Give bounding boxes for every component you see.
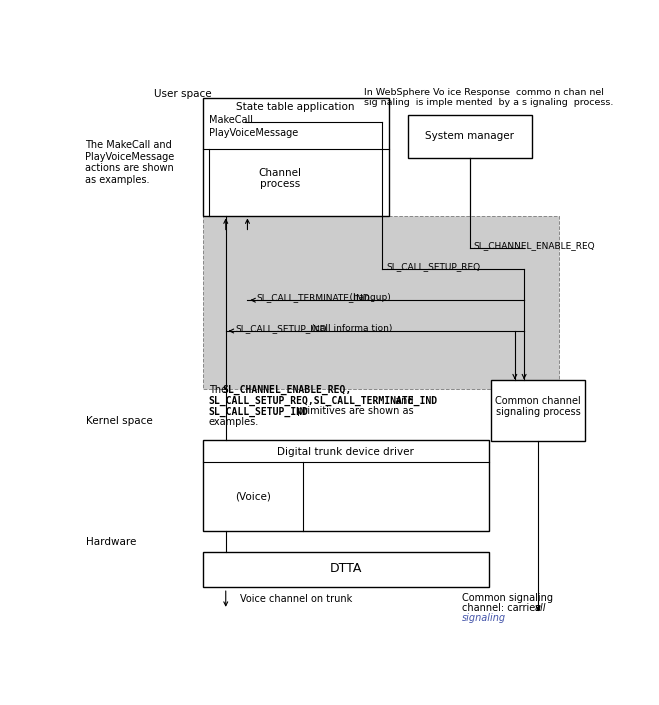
Text: Channel
process: Channel process (258, 168, 302, 190)
Text: signaling: signaling (462, 613, 506, 623)
Bar (202, 99, 389, 216)
Text: (Voice): (Voice) (235, 491, 271, 501)
Text: User space: User space (154, 90, 212, 99)
Text: Digital trunk device driver: Digital trunk device driver (277, 446, 415, 457)
Text: Hardware: Hardware (86, 537, 136, 547)
Bar (202, 552, 489, 587)
Text: SL_CALL_TERMINATE_IND: SL_CALL_TERMINATE_IND (257, 293, 370, 302)
Text: MakeCall: MakeCall (209, 116, 252, 125)
Bar (202, 216, 559, 388)
Text: primitives are shown as: primitives are shown as (294, 407, 414, 417)
Text: SL_CALL_SETUP_IND: SL_CALL_SETUP_IND (235, 324, 327, 333)
Text: The: The (209, 385, 230, 395)
Text: (call informa tion): (call informa tion) (297, 324, 392, 333)
Text: Common signaling: Common signaling (462, 593, 553, 603)
Text: Kernel space: Kernel space (86, 416, 153, 426)
Text: The MakeCall and
PlayVoiceMessage
actions are shown
as examples.: The MakeCall and PlayVoiceMessage action… (85, 140, 174, 185)
Text: PlayVoiceMessage: PlayVoiceMessage (209, 128, 298, 137)
Text: and: and (392, 396, 414, 405)
Text: SL_CALL_SETUP_REQ,SL_CALL_TERMINATE_IND: SL_CALL_SETUP_REQ,SL_CALL_TERMINATE_IND (209, 396, 438, 406)
Bar (408, 116, 532, 158)
Text: (hangup): (hangup) (338, 293, 391, 302)
Text: examples.: examples. (209, 417, 259, 427)
Text: System manager: System manager (425, 131, 515, 141)
Text: Voice channel on trunk: Voice channel on trunk (240, 594, 352, 604)
Text: State table application: State table application (236, 102, 355, 112)
Text: all: all (535, 603, 546, 613)
Text: DTTA: DTTA (330, 563, 362, 575)
Text: SL_CHANNEL_ENABLE_REQ: SL_CHANNEL_ENABLE_REQ (474, 241, 595, 250)
Text: SL_CHANNEL_ENABLE_REQ,: SL_CHANNEL_ENABLE_REQ, (223, 385, 352, 395)
Text: SL_CALL_SETUP_IND: SL_CALL_SETUP_IND (209, 407, 308, 417)
Bar (202, 441, 489, 531)
Text: In WebSphere Vo ice Response  commo n chan nel
sig naling  is imple mented  by a: In WebSphere Vo ice Response commo n cha… (364, 87, 613, 107)
Text: Common channel
signaling process: Common channel signaling process (495, 396, 581, 417)
Text: SL_CALL_SETUP_REQ: SL_CALL_SETUP_REQ (386, 262, 480, 271)
Text: channel: carries: channel: carries (462, 603, 544, 613)
Bar (491, 379, 585, 441)
